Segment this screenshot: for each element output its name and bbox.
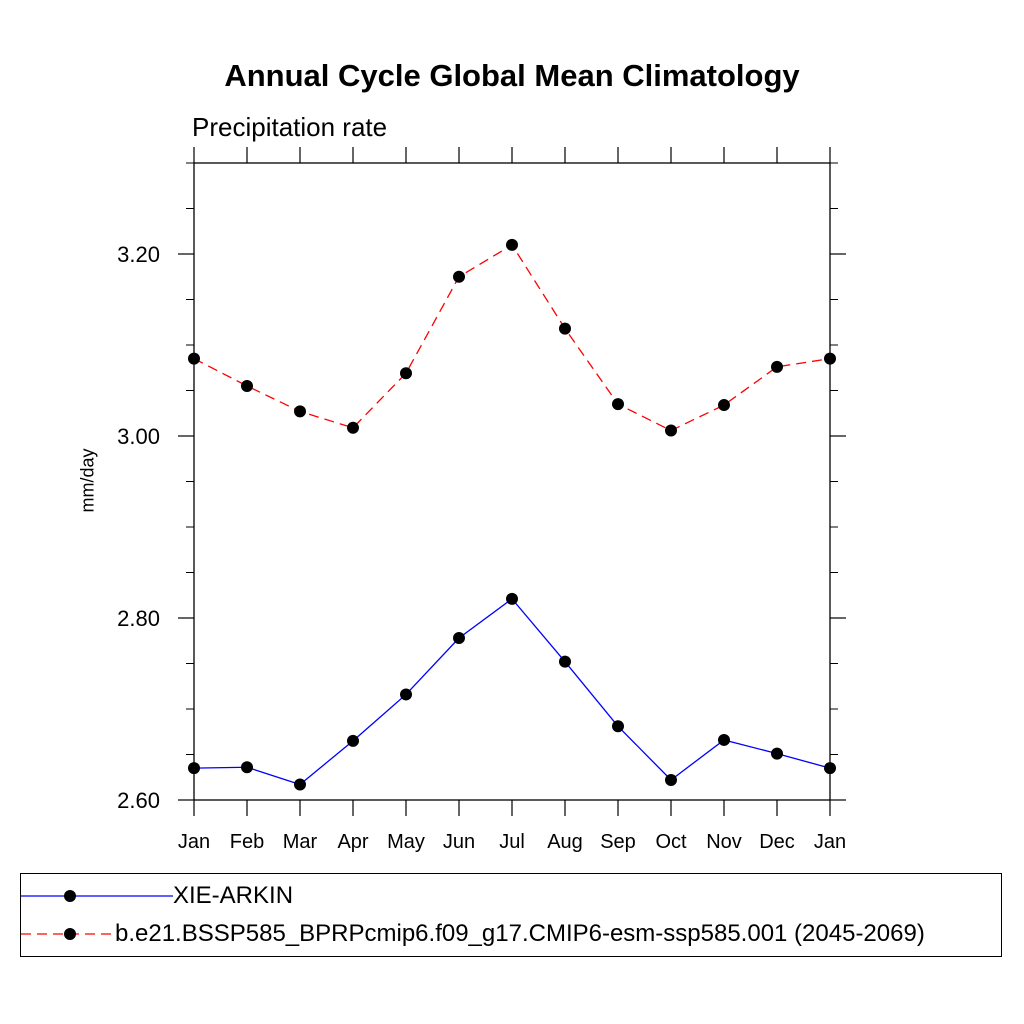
series-0-point [612, 720, 624, 733]
x-tick-label: Jun [443, 831, 475, 853]
x-tick-label: Apr [337, 831, 368, 853]
series-1-point [453, 270, 465, 283]
series-1-point [824, 352, 836, 365]
y-tick-label: 2.60 [117, 788, 160, 813]
x-tick-label: Nov [706, 831, 742, 853]
y-tick-label: 3.00 [117, 424, 160, 449]
series-1-point [771, 360, 783, 373]
series-0-point [294, 778, 306, 791]
series-line-0 [193, 598, 831, 786]
chart-title: Annual Cycle Global Mean Climatology [224, 58, 800, 93]
x-tick-label: Dec [759, 831, 795, 853]
x-tick-label: Aug [547, 831, 583, 853]
series-0-point [771, 747, 783, 760]
chart-subtitle: Precipitation rate [192, 112, 388, 142]
series-1-point [294, 405, 306, 418]
series-0-point [824, 762, 836, 775]
x-tick-label: Jul [499, 831, 525, 853]
x-tick-label: Oct [655, 831, 687, 853]
series-0-point [188, 762, 200, 775]
series-0-point [400, 688, 412, 701]
series-1-point [559, 322, 571, 335]
series-0-point [665, 773, 677, 786]
series-0-point [718, 733, 730, 746]
x-tick-label: Jan [814, 831, 846, 853]
legend-line-dashed-icon [21, 928, 115, 940]
x-tick-label: Jan [178, 831, 210, 853]
legend-line-solid-icon [21, 890, 173, 902]
series-0-point [559, 655, 571, 668]
series-line-1 [193, 244, 831, 432]
legend-label: b.e21.BSSP585_BPRPcmip6.f09_g17.CMIP6-es… [115, 920, 925, 947]
x-tick-label: Feb [230, 831, 264, 853]
series-1-point [241, 379, 253, 392]
x-tick-label: Mar [283, 831, 318, 853]
series-1-point [718, 399, 730, 412]
series-1-point [506, 238, 518, 251]
series-1-point [665, 424, 677, 437]
x-tick-label: Sep [600, 831, 636, 853]
legend-item-cmip6: b.e21.BSSP585_BPRPcmip6.f09_g17.CMIP6-es… [21, 916, 925, 952]
series-1-point [188, 352, 200, 365]
y-tick-label: 2.80 [117, 606, 160, 631]
series-0-point [506, 592, 518, 605]
legend-label: XIE-ARKIN [173, 882, 294, 909]
legend-item-xie-arkin: XIE-ARKIN [21, 878, 293, 914]
series-0-point [347, 734, 359, 747]
plot-frame [193, 162, 831, 801]
series-1-point [612, 398, 624, 411]
series-1-point [400, 367, 412, 380]
series-0-point [241, 761, 253, 774]
series-1-point [347, 421, 359, 434]
series-0-point [453, 632, 465, 645]
y-tick-label: 3.20 [117, 242, 160, 267]
x-tick-label: May [387, 831, 425, 853]
plot-area: Jan Feb Mar Apr May Jun Jul Aug Sep Oct Nov Dec Jan 2… [117, 147, 846, 853]
legend: XIE-ARKIN b.e21.BSSP585_BPRPcmip6.f09_g1… [20, 873, 1002, 957]
